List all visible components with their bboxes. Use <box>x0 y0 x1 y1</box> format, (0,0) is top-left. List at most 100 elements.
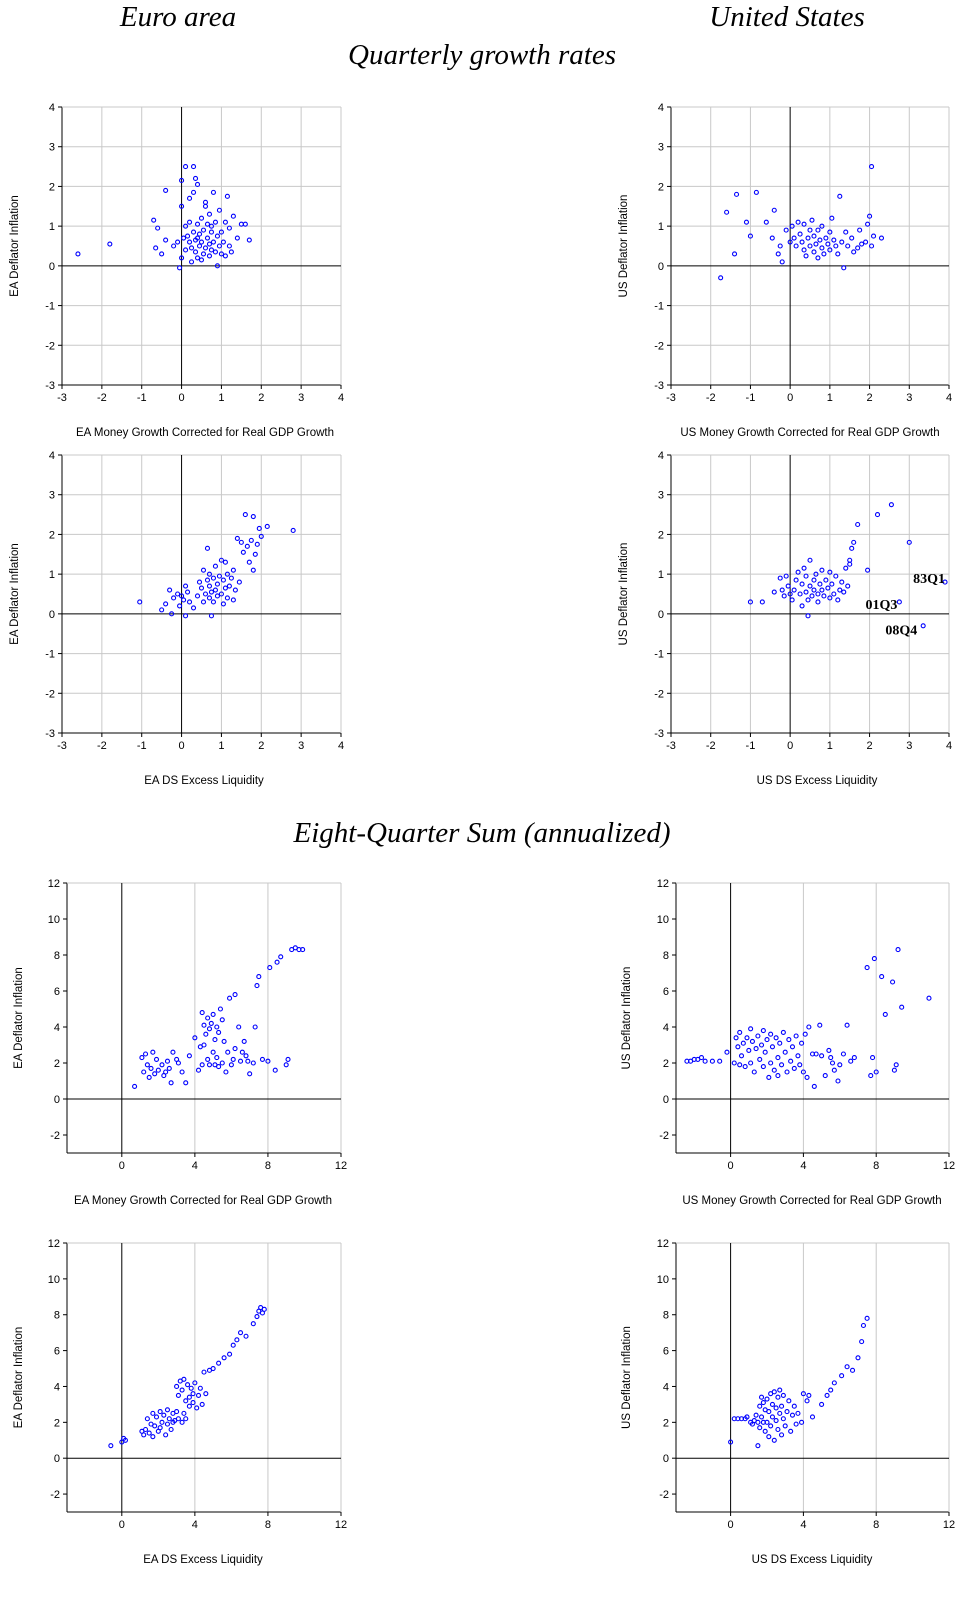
data-point <box>179 1387 185 1393</box>
data-point <box>201 1022 207 1028</box>
x-axis-label: US DS Excess Liquidity <box>757 775 878 787</box>
data-point <box>787 591 793 597</box>
x-tick-label: 8 <box>265 1519 271 1531</box>
x-tick-label: -1 <box>137 392 147 404</box>
data-point <box>202 245 209 251</box>
data-point <box>218 557 224 563</box>
data-point <box>811 1083 817 1089</box>
data-point <box>169 611 175 617</box>
data-point <box>743 219 750 225</box>
data-point <box>786 1037 792 1043</box>
data-point <box>819 245 825 251</box>
point-annotation: 08Q4 <box>885 624 917 639</box>
point-annotation: 83Q1 <box>913 572 945 587</box>
y-tick-label: -1 <box>654 301 664 313</box>
data-point <box>845 243 851 249</box>
data-point <box>183 223 189 229</box>
data-point <box>795 1410 801 1416</box>
data-point <box>899 1004 905 1010</box>
data-point <box>183 613 189 619</box>
data-point <box>212 249 218 255</box>
y-tick-label: 0 <box>658 609 664 621</box>
data-point <box>762 1428 768 1434</box>
data-point <box>803 589 809 595</box>
x-tick-label: 0 <box>179 392 185 404</box>
y-tick-label: 1 <box>658 221 664 233</box>
data-point <box>843 565 849 571</box>
data-point <box>831 591 837 597</box>
data-point <box>163 1069 169 1075</box>
y-tick-label: 12 <box>48 878 60 890</box>
data-point <box>265 1058 271 1064</box>
data-point <box>168 1426 174 1433</box>
y-tick-label: 3 <box>49 490 55 502</box>
data-point <box>202 203 209 209</box>
data-point <box>222 253 228 259</box>
data-point <box>144 1416 150 1422</box>
data-point <box>186 599 193 605</box>
data-point <box>766 1409 772 1415</box>
data-point <box>190 229 197 235</box>
data-point <box>799 239 805 245</box>
data-point <box>755 1419 761 1425</box>
data-point <box>870 1055 876 1061</box>
chart-ea-q-money: -3 -2 -1 0 1 2 3 4 -3 -2 -1 0 1 2 3 4 EA Money Growth Co… <box>9 102 344 439</box>
y-axis-label: EA Deflator Inflation <box>9 195 21 297</box>
data-point <box>766 1074 772 1080</box>
x-axis-label: EA DS Excess Liquidity <box>144 775 264 787</box>
data-point <box>159 1062 165 1068</box>
y-tick-label: 12 <box>657 878 669 890</box>
data-point <box>747 599 753 605</box>
data-point <box>208 589 215 595</box>
data-point <box>206 253 213 259</box>
euro-area-header: Euro area <box>119 1 237 33</box>
data-point <box>199 1010 205 1016</box>
data-point <box>186 195 193 201</box>
data-point <box>895 947 901 953</box>
data-point <box>242 512 248 518</box>
data-point <box>775 1055 781 1061</box>
data-point <box>857 227 863 233</box>
data-point <box>205 1056 211 1062</box>
x-axis-label: US Money Growth Corrected for Real GDP G… <box>682 1195 941 1207</box>
data-point <box>890 979 896 985</box>
data-point <box>179 203 185 209</box>
data-point <box>259 1056 266 1062</box>
data-point <box>801 247 807 253</box>
data-point <box>801 221 807 227</box>
data-point <box>784 1069 790 1075</box>
data-point <box>782 1423 788 1429</box>
data-point <box>777 1387 783 1393</box>
data-point <box>807 583 813 589</box>
data-point <box>183 1398 189 1404</box>
data-point <box>822 1073 828 1079</box>
data-point <box>860 1322 867 1329</box>
data-point <box>252 551 258 557</box>
data-point <box>164 1421 171 1427</box>
data-point <box>779 1432 785 1438</box>
y-tick-label: 0 <box>54 1094 60 1106</box>
data-point <box>210 575 217 581</box>
y-tick-label: -2 <box>50 1130 60 1142</box>
data-point <box>855 1355 861 1361</box>
data-point <box>764 1419 770 1425</box>
data-point <box>228 249 234 255</box>
x-tick-label: 12 <box>335 1519 347 1531</box>
data-point <box>747 233 753 239</box>
data-point <box>150 1434 156 1440</box>
data-point <box>190 164 197 170</box>
x-axis-label: EA Money Growth Corrected for Real GDP G… <box>74 1195 332 1207</box>
data-point <box>208 223 215 229</box>
data-point <box>212 1037 218 1043</box>
data-point <box>194 1405 200 1411</box>
data-point <box>194 593 201 599</box>
x-tick-label: 2 <box>258 740 264 752</box>
data-point <box>755 1033 761 1039</box>
data-point <box>208 247 215 253</box>
data-point <box>783 573 789 579</box>
data-point <box>212 563 218 569</box>
data-point <box>224 193 230 199</box>
data-point <box>789 223 795 229</box>
data-point <box>828 1387 834 1393</box>
